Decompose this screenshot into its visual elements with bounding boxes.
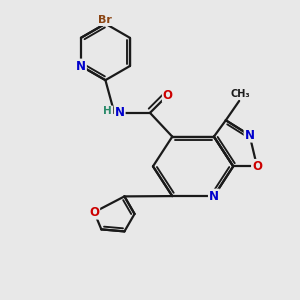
Text: Br: Br xyxy=(98,15,112,25)
Text: O: O xyxy=(89,206,99,219)
Text: N: N xyxy=(115,106,125,119)
Text: O: O xyxy=(252,160,262,173)
Text: O: O xyxy=(163,88,173,101)
Text: CH₃: CH₃ xyxy=(231,89,250,99)
Text: N: N xyxy=(209,190,219,202)
Text: H: H xyxy=(103,106,112,116)
Text: N: N xyxy=(76,59,86,73)
Text: N: N xyxy=(244,129,255,142)
